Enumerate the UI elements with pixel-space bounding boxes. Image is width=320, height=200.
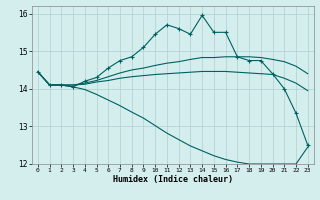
X-axis label: Humidex (Indice chaleur): Humidex (Indice chaleur) xyxy=(113,175,233,184)
